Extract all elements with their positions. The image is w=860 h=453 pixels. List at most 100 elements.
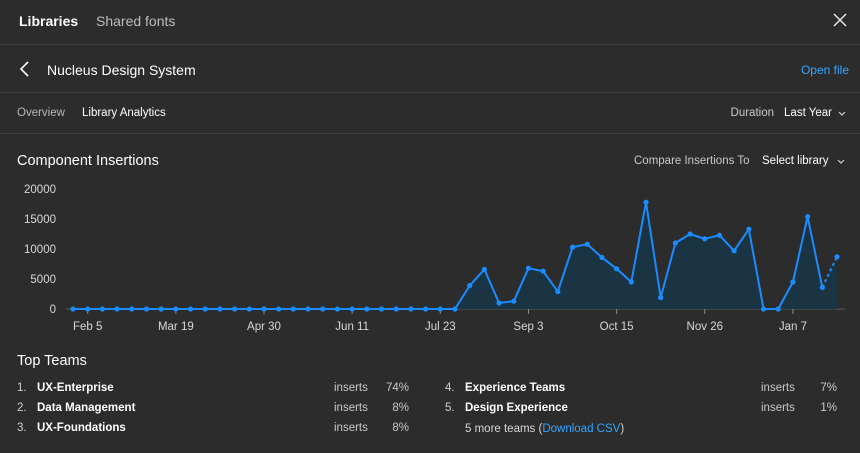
data-point <box>599 254 605 260</box>
data-point <box>511 298 517 304</box>
y-tick-label: 20000 <box>24 184 56 196</box>
tab-library-analytics[interactable]: Library Analytics <box>82 107 166 119</box>
data-point <box>643 199 649 205</box>
data-point <box>114 306 120 312</box>
library-header: Nucleus Design System Open file <box>0 45 860 93</box>
data-point <box>129 306 135 312</box>
team-percent: 8% <box>392 402 409 414</box>
team-name: UX-Enterprise <box>37 382 114 394</box>
data-point <box>305 306 311 312</box>
data-point <box>569 244 576 250</box>
x-tick-label: Oct 15 <box>600 321 634 333</box>
inserts-label: inserts <box>761 382 795 394</box>
data-point <box>70 306 76 312</box>
data-point <box>158 306 164 312</box>
data-point <box>320 306 326 312</box>
team-rank: 4. <box>445 382 455 394</box>
data-point <box>716 232 723 238</box>
x-tick-label: Feb 5 <box>73 321 102 333</box>
data-point <box>408 306 414 312</box>
team-rank: 2. <box>17 402 27 414</box>
x-tick-label: Sep 3 <box>513 321 543 333</box>
data-point <box>584 241 590 247</box>
inserts-label: inserts <box>334 422 368 434</box>
data-point <box>423 306 429 312</box>
chevron-left-icon[interactable] <box>18 60 32 78</box>
data-point <box>496 300 502 306</box>
data-point <box>760 306 767 312</box>
data-point <box>437 306 443 312</box>
top-teams-title: Top Teams <box>17 353 87 369</box>
compare-label: Compare Insertions To <box>634 155 750 167</box>
x-tick-label: Mar 19 <box>158 321 194 333</box>
data-point <box>555 289 561 295</box>
top-tab-bar: Libraries Shared fonts <box>0 0 860 45</box>
data-point <box>702 236 708 242</box>
x-tick-label: Jun 11 <box>335 321 369 333</box>
sub-navigation: Overview Library Analytics Duration Last… <box>0 93 860 134</box>
data-point <box>246 306 252 312</box>
y-tick-label: 5000 <box>30 274 56 286</box>
inserts-label: inserts <box>761 402 795 414</box>
download-csv-link[interactable]: Download CSV <box>542 423 621 435</box>
data-point <box>790 279 796 285</box>
team-name: Design Experience <box>465 402 568 414</box>
more-teams-close: ) <box>620 423 625 435</box>
data-point <box>819 284 825 290</box>
data-point <box>672 240 678 246</box>
series-area <box>73 202 837 309</box>
data-point <box>452 306 458 312</box>
data-point <box>232 306 238 312</box>
tab-shared-fonts[interactable]: Shared fonts <box>96 13 176 29</box>
team-rank: 5. <box>445 402 455 414</box>
team-row: 4. Experience Teams inserts 7% <box>445 382 837 398</box>
y-tick-label: 10000 <box>24 244 56 256</box>
team-name: UX-Foundations <box>37 422 126 434</box>
data-point <box>467 283 473 289</box>
tab-libraries[interactable]: Libraries <box>19 13 79 29</box>
team-rank: 3. <box>17 422 27 434</box>
tab-overview[interactable]: Overview <box>17 107 65 119</box>
chevron-down-icon[interactable] <box>838 111 846 117</box>
team-name: Experience Teams <box>465 382 566 394</box>
data-point <box>658 295 664 301</box>
chevron-down-icon[interactable] <box>837 159 845 165</box>
data-point <box>525 265 532 271</box>
duration-label: Duration <box>730 107 774 119</box>
x-tick-label: Jan 7 <box>779 321 807 333</box>
team-row: 2. Data Management inserts 8% <box>17 402 417 418</box>
y-tick-label: 0 <box>50 304 56 316</box>
x-tick-label: Nov 26 <box>687 321 723 333</box>
data-point <box>173 306 179 312</box>
close-icon[interactable] <box>832 12 848 28</box>
data-point <box>143 306 150 312</box>
data-point <box>349 306 355 312</box>
data-point <box>99 306 105 312</box>
data-point <box>290 306 296 312</box>
data-point <box>687 231 693 237</box>
open-file-link[interactable]: Open file <box>800 63 849 77</box>
data-point <box>775 306 781 312</box>
x-tick-label: Apr 30 <box>247 321 281 333</box>
duration-dropdown[interactable]: Last Year <box>784 107 832 119</box>
inserts-label: inserts <box>334 382 368 394</box>
team-row: 3. UX-Foundations inserts 8% <box>17 422 417 438</box>
data-point <box>378 306 385 312</box>
data-point <box>614 266 620 272</box>
data-point <box>731 248 737 254</box>
data-point <box>261 306 267 312</box>
team-percent: 8% <box>392 422 409 434</box>
component-insertions-title: Component Insertions <box>17 153 159 169</box>
insertions-chart: 0 5000 10000 15000 20000 Feb 5 Mar 19 Apr 30 Jun… <box>24 184 845 333</box>
team-row: 5. Design Experience inserts 1% <box>445 402 837 418</box>
select-library-dropdown[interactable]: Select library <box>762 155 829 167</box>
library-title: Nucleus Design System <box>47 62 196 78</box>
series-line <box>73 201 824 310</box>
data-point <box>628 279 634 285</box>
x-tick-label: Jul 23 <box>425 321 456 333</box>
team-percent: 7% <box>820 382 837 394</box>
team-row: 1. UX-Enterprise inserts 74% <box>17 382 417 398</box>
data-point <box>276 306 282 312</box>
data-point <box>334 306 341 312</box>
more-teams-text: 5 more teams (Download CSV) <box>465 423 624 435</box>
